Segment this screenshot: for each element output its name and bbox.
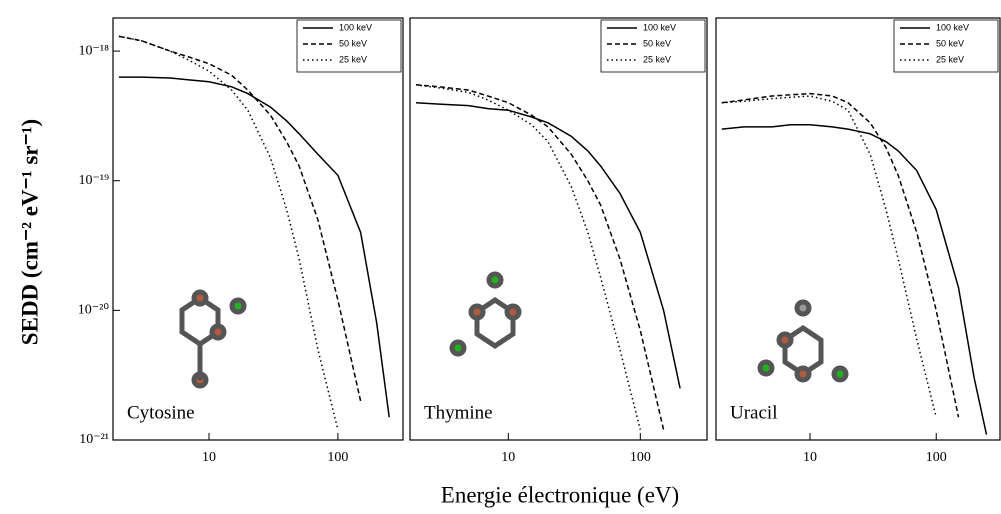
chart: SEDD (cm⁻² eV⁻¹ sr⁻¹) Energie électroniq… (0, 0, 1001, 514)
y-tick-label: 10⁻¹⁸ (79, 43, 110, 58)
legend-label: 25 keV (339, 54, 367, 64)
series-line (119, 77, 389, 417)
legend-label: 50 keV (643, 38, 671, 48)
x-tick-label: 10 (202, 450, 216, 465)
series-line (722, 125, 987, 435)
series-line (416, 85, 664, 430)
plot-frame (716, 18, 1000, 440)
molecule-name: Cytosine (127, 402, 195, 423)
series-line (416, 85, 640, 430)
x-tick-label: 10 (803, 450, 817, 465)
x-tick-label: 100 (327, 450, 348, 465)
molecule-name: Uracil (730, 402, 777, 423)
y-tick-label: 10⁻²¹ (79, 432, 109, 447)
legend-label: 100 keV (936, 22, 969, 32)
legend-label: 100 keV (643, 22, 676, 32)
series-line (119, 36, 338, 429)
x-tick-label: 100 (630, 450, 651, 465)
molecule (760, 302, 846, 380)
legend-label: 100 keV (339, 22, 372, 32)
series-line (722, 96, 936, 417)
y-axis-label: SEDD (cm⁻² eV⁻¹ sr⁻¹) (17, 119, 42, 345)
legend-label: 25 keV (643, 54, 671, 64)
y-tick-label: 10⁻¹⁹ (79, 173, 110, 188)
plot-frame (410, 18, 707, 440)
y-tick-label: 10⁻²⁰ (78, 303, 110, 318)
legend-label: 50 keV (936, 38, 964, 48)
x-tick-label: 100 (926, 450, 947, 465)
legend-label: 50 keV (339, 38, 367, 48)
molecule (182, 292, 244, 386)
molecule-name: Thymine (424, 402, 493, 423)
x-axis-label: Energie électronique (eV) (441, 482, 679, 507)
x-tick-label: 10 (501, 450, 515, 465)
legend-label: 25 keV (936, 54, 964, 64)
molecule (452, 274, 519, 354)
